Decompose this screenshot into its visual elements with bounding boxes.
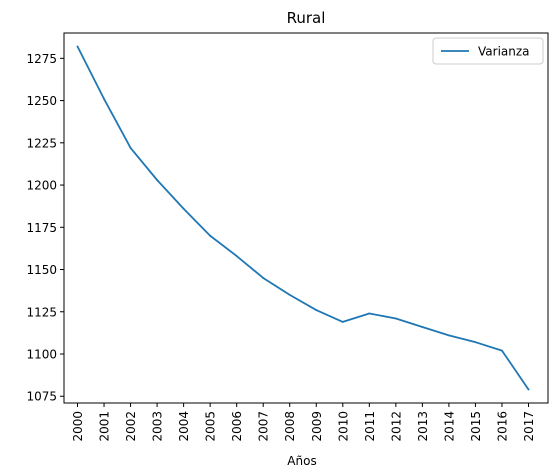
x-tick-label: 2005 (204, 411, 218, 442)
x-tick-label: 2002 (124, 411, 138, 442)
data-point (341, 321, 344, 323)
data-point (129, 146, 132, 149)
data-point (394, 317, 397, 320)
data-point (262, 277, 265, 279)
y-tick-label: 1075 (26, 390, 57, 404)
legend-label-varianza: Varianza (478, 45, 530, 59)
x-tick-label: 2000 (71, 411, 85, 442)
data-point (288, 293, 291, 296)
data-point (209, 234, 212, 237)
data-point (501, 349, 503, 352)
chart-title: Rural (287, 9, 326, 27)
legend: Varianza (432, 37, 544, 65)
x-tick-label: 2001 (98, 411, 112, 442)
y-tick-label: 1200 (26, 179, 57, 193)
data-point (421, 326, 424, 328)
x-tick-label: 2003 (151, 411, 165, 442)
data-point (156, 179, 158, 181)
x-tick-label: 2006 (230, 411, 244, 442)
y-tick-label: 1225 (26, 136, 57, 150)
data-point (235, 255, 238, 257)
plot-area (63, 32, 549, 404)
data-point (474, 341, 477, 344)
y-tick-label: 1125 (26, 305, 57, 319)
x-tick-label: 2004 (177, 411, 191, 442)
x-axis-label: Años (287, 454, 316, 468)
series-layer (76, 45, 530, 391)
x-tick-label: 2009 (310, 411, 324, 442)
y-tick-label: 1250 (26, 94, 57, 108)
x-axis: 2000 2001 2002 2003 2004 2005 2006 2007 2008 2009… (71, 403, 536, 442)
series-line-varianza (76, 45, 530, 391)
y-axis: 1075 1100 1125 1150 1175 1200 1225 1250 1275 (26, 52, 64, 404)
x-tick-label: 2016 (495, 411, 509, 442)
x-tick-label: 2010 (336, 411, 350, 442)
x-tick-label: 2011 (363, 411, 377, 442)
data-point (527, 388, 530, 391)
data-point (368, 312, 371, 315)
data-point (182, 207, 185, 210)
y-tick-label: 1275 (26, 52, 57, 66)
data-point (315, 309, 318, 311)
x-tick-label: 2017 (522, 411, 536, 442)
data-point (448, 334, 450, 337)
x-tick-label: 2008 (283, 411, 297, 442)
data-point (76, 45, 79, 48)
x-tick-label: 2012 (389, 411, 403, 442)
data-point (103, 97, 105, 100)
y-tick-label: 1100 (26, 348, 57, 362)
x-tick-label: 2014 (442, 411, 456, 442)
x-tick-label: 2013 (416, 411, 430, 442)
y-tick-label: 1175 (26, 221, 57, 235)
legend-box (432, 37, 544, 65)
x-tick-label: 2015 (469, 411, 483, 442)
y-tick-label: 1150 (26, 263, 57, 277)
x-tick-label: 2007 (257, 411, 271, 442)
